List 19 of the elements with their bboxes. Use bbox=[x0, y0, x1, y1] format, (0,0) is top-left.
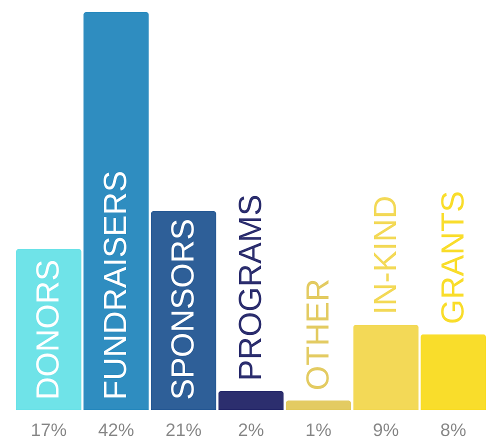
data-label: 2% bbox=[238, 420, 264, 440]
data-label: 9% bbox=[372, 420, 399, 440]
bar bbox=[218, 391, 284, 410]
x-tick-label: OTHER bbox=[299, 278, 336, 391]
bar bbox=[286, 400, 352, 410]
data-label: 42% bbox=[98, 420, 134, 440]
x-tick-label: SPONSORS bbox=[164, 218, 201, 400]
data-label: 17% bbox=[30, 420, 67, 440]
data-label: 1% bbox=[305, 420, 332, 440]
bar bbox=[83, 12, 149, 410]
x-tick-label: FUNDRAISERS bbox=[97, 170, 134, 400]
x-tick-label: IN-KIND bbox=[366, 196, 403, 315]
bar bbox=[420, 334, 486, 410]
data-label: 8% bbox=[440, 420, 466, 440]
x-tick-label: GRANTS bbox=[434, 190, 470, 324]
bar bbox=[353, 324, 419, 410]
x-tick-label: PROGRAMS bbox=[232, 194, 268, 382]
data-label: 21% bbox=[166, 420, 202, 440]
x-tick-label: DONORS bbox=[30, 260, 66, 400]
